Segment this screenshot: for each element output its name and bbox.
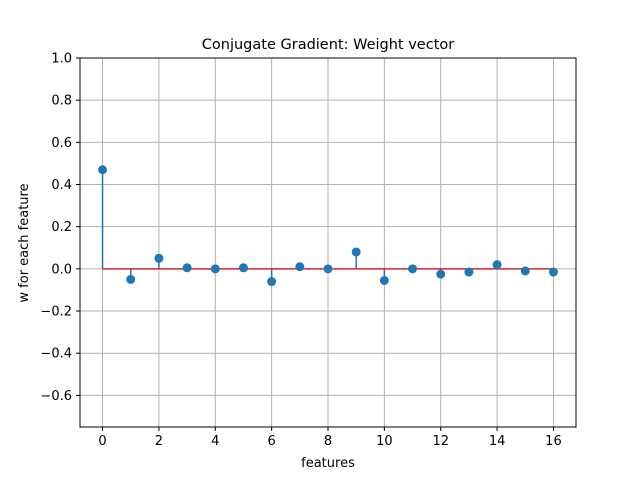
y-tick-label: 0.8	[51, 94, 72, 109]
y-axis-label: w for each feature	[17, 183, 32, 302]
x-tick-label: 10	[376, 434, 393, 449]
stem-marker	[436, 269, 446, 279]
stem-marker	[295, 262, 305, 272]
grid-lines	[80, 57, 576, 427]
stem-marker	[126, 274, 136, 284]
stem-marker	[323, 264, 333, 274]
y-tick-label: 0.0	[51, 262, 72, 277]
stem-marker	[210, 264, 220, 274]
x-tick-label: 12	[432, 434, 449, 449]
x-tick-label: 0	[98, 434, 106, 449]
y-tick-label: 0.2	[51, 220, 72, 235]
stem-marker	[182, 263, 192, 273]
x-axis-ticks: 0 2 4 6 8 10 12 14 16	[98, 427, 562, 449]
stem-marker	[548, 267, 558, 277]
x-tick-label: 4	[211, 434, 219, 449]
stem-marker	[238, 263, 248, 273]
stem-marker	[408, 264, 418, 274]
x-tick-label: 2	[155, 434, 163, 449]
stem-marker	[464, 267, 474, 277]
stem-marker	[154, 253, 164, 263]
y-tick-label: −0.6	[40, 389, 72, 404]
y-axis-ticks: −0.6 −0.4 −0.2 0.0 0.2 0.4 0.6 0.8 1.0	[40, 52, 80, 404]
y-tick-label: −0.2	[40, 305, 72, 320]
stem-marker	[267, 277, 277, 287]
stem-marker	[98, 165, 108, 175]
x-tick-label: 8	[324, 434, 332, 449]
stem-markers	[98, 165, 558, 287]
y-tick-label: 0.6	[51, 136, 72, 151]
stem-marker	[520, 266, 530, 276]
y-tick-label: 0.4	[51, 178, 72, 193]
chart-title: Conjugate Gradient: Weight vector	[202, 37, 454, 53]
y-tick-label: 1.0	[51, 52, 72, 67]
stem-marker	[492, 260, 502, 270]
y-tick-label: −0.4	[40, 347, 72, 362]
x-tick-label: 6	[267, 434, 275, 449]
x-tick-label: 16	[545, 434, 562, 449]
x-tick-label: 14	[489, 434, 506, 449]
x-axis-label: features	[301, 456, 355, 471]
stem-marker	[351, 247, 361, 257]
stem-marker	[379, 275, 389, 285]
